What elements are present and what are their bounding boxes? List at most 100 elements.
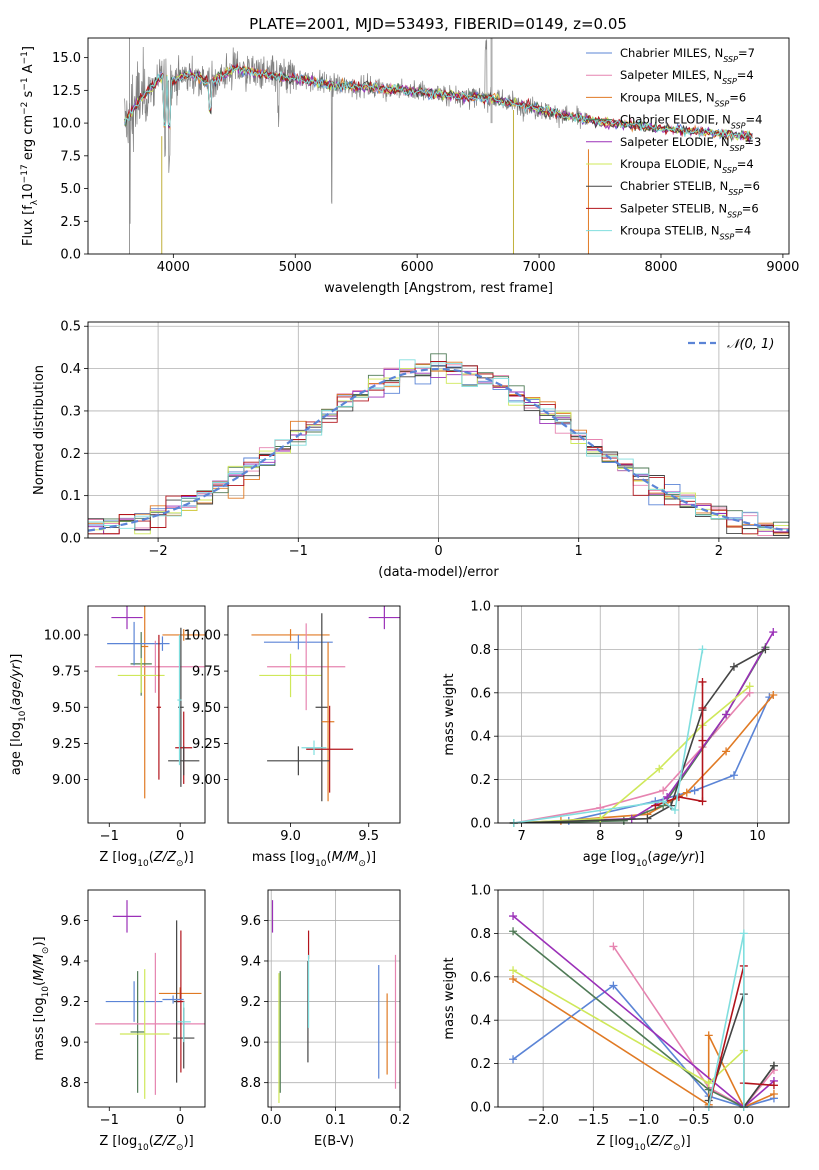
y-tick-label: 0.4 (470, 1014, 491, 1029)
y-tick-label: 9.6 (60, 914, 81, 929)
label-span: SSP (723, 55, 738, 64)
mass-weight-series-line (612, 945, 775, 1107)
y-tick-label: 2.5 (60, 215, 81, 230)
plus-marker (722, 710, 731, 719)
label-span: =6 (743, 179, 760, 193)
axes-frame (227, 605, 401, 824)
label-span: Z/Z (153, 850, 177, 865)
x-tick-label: 9000 (766, 260, 799, 275)
x-axis-label: mass [log10(M/M⊙)] (252, 850, 376, 869)
plus-marker (769, 690, 778, 699)
x-tick-label: −2.0 (527, 1113, 559, 1128)
y-tick-label: 0.0 (60, 532, 81, 547)
mass-weight-series-line (513, 649, 704, 823)
label-span: Chabrier ELODIE, N (620, 113, 731, 127)
label-span: SSP (727, 210, 742, 219)
x-tick-label: 0 (434, 544, 442, 559)
label-span: SSP (730, 143, 745, 152)
label-span: SSP (715, 99, 730, 108)
label-span: )] (184, 1134, 194, 1149)
x-tick-label: 6000 (401, 260, 434, 275)
plus-marker (769, 1081, 778, 1090)
y-tick-label: 0.8 (470, 643, 491, 658)
label-span: )] (32, 936, 47, 946)
label-span: =3 (744, 135, 761, 149)
x-tick-label: 5000 (279, 260, 312, 275)
residuals-axes: −2 −1 0 1 2 0.0 0.1 0.2 0.3 0.4 0.5 (data-model)/er… (32, 320, 790, 580)
legend-label: Chabrier STELIB, NSSP=6 (620, 179, 760, 197)
y-axis-label: mass weight (442, 673, 457, 755)
figure-title: PLATE=2001, MJD=53493, FIBERID=0149, z=0… (249, 15, 627, 33)
y-tick-label: 0.3 (60, 404, 81, 419)
mass-vs-metallicity-axes: −1 08.89.09.29.49.6Z [log10(Z/Z⊙)]mass [l… (32, 889, 206, 1153)
x-tick-label: −1 (289, 544, 308, 559)
label-span: ⊙ (176, 1143, 184, 1153)
label-span: Flux [f (21, 205, 36, 246)
axes-frame (267, 889, 401, 1108)
y-axis-label: Flux [fλ10−17 erg cm−2 s−1 A−1] (20, 46, 40, 246)
y-tick-label: 9.50 (192, 701, 221, 716)
x-tick-label: 0.1 (325, 1113, 346, 1128)
plus-marker (509, 1055, 518, 1064)
plus-marker (739, 929, 748, 938)
y-tick-label: 0.2 (60, 447, 81, 462)
label-span: )] (681, 1134, 691, 1149)
label-span: ( (9, 706, 24, 711)
observed-spectrum-line (124, 39, 588, 224)
age-vs-mass-axes: 9.0 9.5 9.00 9.25 9.50 9.75 10.00 mass [log10(M… (184, 605, 401, 869)
y-tick-label: 1.0 (470, 600, 491, 615)
y-axis-label: age [log10(age/yr)] (9, 654, 28, 776)
y-axis-label: mass weight (442, 957, 457, 1039)
plus-marker (509, 966, 518, 975)
label-span: SSP (728, 188, 743, 197)
legend-label: Salpeter MILES, NSSP=4 (620, 68, 754, 86)
axes-frame (497, 889, 790, 1108)
plus-marker (670, 805, 679, 814)
plus-marker (704, 1079, 713, 1088)
x-tick-label: −1 (100, 829, 119, 844)
label-span: −17 (20, 164, 30, 183)
x-axis-label: wavelength [Angstrom, rest frame] (324, 281, 553, 296)
y-tick-label: 9.25 (52, 737, 81, 752)
label-span: Salpeter MILES, N (620, 68, 722, 82)
plus-marker (659, 797, 668, 806)
plus-marker (674, 792, 683, 801)
label-span: =6 (729, 90, 746, 104)
label-span: =4 (746, 113, 763, 127)
plus-marker (609, 942, 618, 951)
label-span: SSP (722, 166, 737, 175)
label-span: =4 (737, 68, 754, 82)
mass-weight-series-line (513, 648, 766, 823)
label-span: )] (9, 654, 24, 664)
axes-frame (87, 321, 790, 539)
y-tick-label: 9.00 (192, 773, 221, 788)
residual-histogram-step (88, 364, 789, 534)
y-tick-label: 8.8 (60, 1076, 81, 1091)
label-span: Salpeter ELODIE, N (620, 135, 730, 149)
spectrum-axes: 4000 5000 6000 7000 8000 9000 0.0 2.5 5.0 7.5 10.0… (20, 37, 799, 296)
label-span: mass [log (252, 850, 315, 865)
y-tick-label: 9.2 (240, 995, 261, 1010)
label-span: 10 (21, 183, 36, 200)
label-span: Kroupa STELIB, N (620, 224, 720, 238)
y-tick-label: 9.50 (52, 701, 81, 716)
plus-marker (729, 662, 738, 671)
y-tick-label: 0.0 (470, 817, 491, 832)
label-span: Z [log (99, 850, 137, 865)
label-span: =4 (734, 224, 751, 238)
axes-frame (497, 605, 790, 824)
label-span: erg cm (21, 115, 36, 164)
plus-marker (698, 703, 707, 712)
residual-histogram-step (88, 365, 789, 536)
y-tick-label: 7.5 (60, 149, 81, 164)
plus-marker (761, 645, 770, 654)
axes-frame (87, 889, 206, 1108)
y-tick-label: 1.0 (470, 884, 491, 899)
y-tick-label: 0.4 (60, 362, 81, 377)
plus-marker (609, 981, 618, 990)
x-tick-label: 1 (575, 544, 583, 559)
x-tick-label: 4000 (157, 260, 190, 275)
label-span: ( (149, 850, 154, 865)
